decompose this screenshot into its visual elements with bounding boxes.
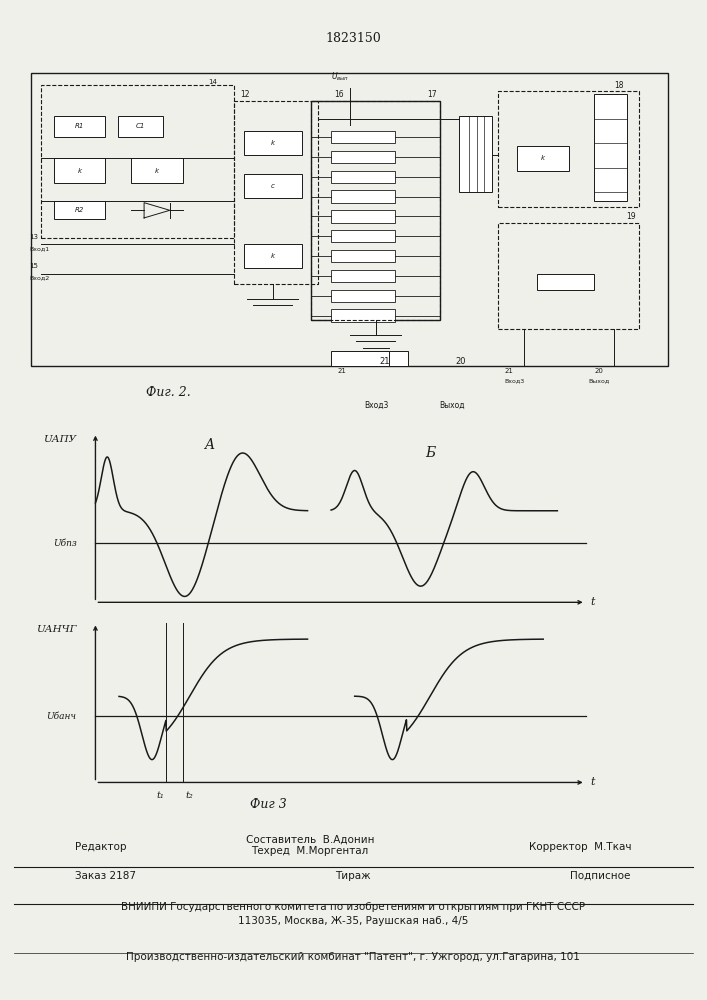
Text: t₁: t₁ xyxy=(156,791,164,800)
Text: 1823150: 1823150 xyxy=(326,32,381,45)
Text: Подписное: Подписное xyxy=(570,871,630,881)
Bar xyxy=(244,244,302,268)
Text: Составитель  В.Адонин: Составитель В.Адонин xyxy=(246,835,374,845)
Text: Техред  М.Моргентал: Техред М.Моргентал xyxy=(252,846,368,856)
Bar xyxy=(311,101,440,320)
Text: UАНЧГ: UАНЧГ xyxy=(36,625,76,634)
Text: Uбпз: Uбпз xyxy=(53,539,76,548)
Text: Uбанч: Uбанч xyxy=(47,712,76,721)
Text: 21: 21 xyxy=(504,368,513,374)
Text: Вход3: Вход3 xyxy=(504,379,525,384)
Text: t: t xyxy=(590,777,595,787)
Bar xyxy=(498,223,640,329)
Bar xyxy=(54,158,105,183)
Text: C1: C1 xyxy=(136,123,146,129)
Text: R2: R2 xyxy=(75,207,84,213)
Bar xyxy=(331,250,395,262)
Bar xyxy=(537,274,595,290)
Bar xyxy=(234,101,318,284)
Text: R1: R1 xyxy=(75,123,84,129)
Text: 18: 18 xyxy=(614,81,624,90)
Text: k: k xyxy=(271,253,275,259)
Bar xyxy=(54,201,105,219)
Text: 19: 19 xyxy=(626,212,636,221)
Text: 14: 14 xyxy=(209,79,217,85)
Text: Редактор: Редактор xyxy=(75,842,127,852)
Text: 113035, Москва, Ж-35, Раушская наб., 4/5: 113035, Москва, Ж-35, Раушская наб., 4/5 xyxy=(238,916,468,926)
Text: Выход: Выход xyxy=(588,379,609,384)
Text: 20: 20 xyxy=(595,368,603,374)
Text: 16: 16 xyxy=(334,90,344,99)
Text: 12: 12 xyxy=(240,90,250,99)
Bar xyxy=(331,151,395,163)
Text: 20: 20 xyxy=(456,357,466,366)
Text: Заказ 2187: Заказ 2187 xyxy=(75,871,136,881)
Bar xyxy=(311,101,440,320)
Bar xyxy=(331,230,395,242)
Bar xyxy=(331,171,395,183)
Bar xyxy=(244,131,302,155)
Text: 17: 17 xyxy=(427,90,437,99)
Bar xyxy=(331,290,395,302)
Text: $U_{вып}$: $U_{вып}$ xyxy=(331,70,349,83)
Text: Вход1: Вход1 xyxy=(30,246,49,251)
Bar xyxy=(54,116,105,137)
Text: t₂: t₂ xyxy=(185,791,193,800)
Bar xyxy=(331,131,395,143)
Bar xyxy=(344,351,408,366)
Text: Б: Б xyxy=(426,446,436,460)
Text: 21: 21 xyxy=(337,368,346,374)
Bar xyxy=(331,190,395,203)
Bar xyxy=(498,91,640,207)
Text: k: k xyxy=(155,168,159,174)
Text: Выход: Выход xyxy=(440,401,465,410)
Text: t: t xyxy=(590,597,595,607)
Text: 21: 21 xyxy=(380,357,390,366)
Text: k: k xyxy=(541,155,545,161)
Bar xyxy=(244,174,302,198)
Text: Фиг 3: Фиг 3 xyxy=(250,798,287,812)
Text: Тираж: Тираж xyxy=(335,871,370,881)
Text: k: k xyxy=(78,168,82,174)
Bar xyxy=(331,270,395,282)
Bar xyxy=(41,85,234,238)
Text: UАПУ: UАПУ xyxy=(43,435,76,444)
Bar xyxy=(460,116,491,192)
Text: k: k xyxy=(271,140,275,146)
Bar xyxy=(331,351,389,366)
Bar xyxy=(331,210,395,223)
Bar xyxy=(518,146,568,171)
Text: 15: 15 xyxy=(30,263,38,269)
Text: Корректор  М.Ткач: Корректор М.Ткач xyxy=(529,842,631,852)
Bar xyxy=(331,309,395,322)
Text: ВНИИПИ Государственного комитета по изобретениям и открытиям при ГКНТ СССР: ВНИИПИ Государственного комитета по изоб… xyxy=(121,902,585,912)
Text: c: c xyxy=(271,183,275,189)
Text: Производственно-издательский комбинат "Патент", г. Ужгород, ул.Гагарина, 101: Производственно-издательский комбинат "П… xyxy=(126,952,580,962)
Text: 13: 13 xyxy=(30,234,39,240)
Bar xyxy=(595,94,626,201)
Text: Фиг. 2.: Фиг. 2. xyxy=(146,385,191,398)
Bar xyxy=(132,158,182,183)
Text: Вход3: Вход3 xyxy=(364,401,388,410)
Bar xyxy=(118,116,163,137)
Text: Вход2: Вход2 xyxy=(30,275,49,280)
Text: A: A xyxy=(204,438,214,452)
